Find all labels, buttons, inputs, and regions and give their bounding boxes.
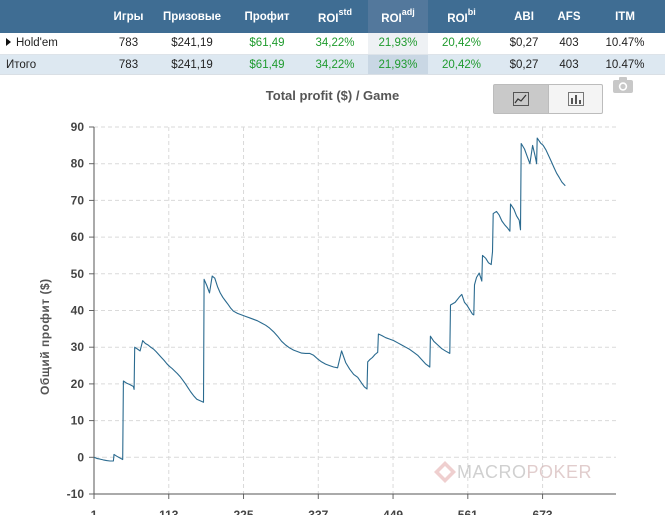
x-tick-label: 225 — [234, 508, 254, 515]
row-name-cell[interactable]: Hold'em — [0, 33, 105, 55]
bar-chart-toggle[interactable] — [548, 84, 603, 114]
y-tick-label: 60 — [71, 230, 85, 244]
camera-icon — [613, 77, 633, 93]
cell-afs: 403 — [553, 33, 585, 55]
cell-abi: $0,27 — [495, 54, 553, 76]
cell-roi-bi: 20,42% — [428, 54, 495, 76]
y-tick-label: 30 — [71, 340, 85, 354]
expand-triangle-icon[interactable] — [6, 38, 11, 47]
header-prize[interactable]: Призовые — [162, 10, 222, 23]
header-roi-bi[interactable]: ROIbi — [447, 6, 476, 25]
header-games[interactable]: Игры — [113, 10, 144, 23]
y-axis-label-wrap: Общий профит ($) — [38, 278, 52, 395]
profit-series-line — [93, 137, 566, 462]
header-itm[interactable]: ITM — [615, 10, 635, 23]
watermark-text-2: POKER — [526, 461, 593, 482]
profit-line-chart: -10 0 10 20 30 40 50 60 70 80 90 1 113 225 337 449 561 67… — [67, 120, 616, 515]
cell-prize: $241,19 — [152, 33, 232, 55]
x-tick-label: 1 — [91, 508, 98, 515]
y-tick-label: 50 — [71, 267, 85, 281]
y-tick-label: 40 — [71, 304, 85, 318]
header-roi-std[interactable]: ROIstd — [318, 6, 352, 25]
y-tick-label: 20 — [71, 377, 85, 391]
cell-roi-adj: 21,93% — [368, 33, 428, 55]
y-axis-label: Общий профит ($) — [38, 278, 52, 395]
cell-games: 783 — [105, 33, 152, 55]
x-tick-label: 561 — [458, 508, 478, 515]
macropoker-watermark: MACROPOKER — [433, 460, 592, 484]
table-row[interactable]: Hold'em 783 $241,19 $61,49 34,22% 21,93%… — [0, 33, 665, 55]
cell-abi: $0,27 — [495, 33, 553, 55]
y-tick-label: 10 — [71, 414, 85, 428]
header-name — [0, 0, 105, 33]
cell-profit: $61,49 — [232, 54, 302, 76]
x-tick-label: 337 — [308, 508, 328, 515]
bar-chart-icon — [567, 92, 584, 106]
cell-roi-std: 34,22% — [302, 33, 368, 55]
watermark-text-1: MACRO — [457, 461, 527, 482]
cell-roi-std: 34,22% — [302, 54, 368, 76]
header-afs[interactable]: AFS — [557, 10, 581, 23]
y-tick-label: 70 — [71, 193, 85, 207]
header-abi[interactable]: ABI — [514, 10, 534, 23]
line-chart-icon — [513, 92, 529, 106]
table-header-row: Игры Призовые Профит ROIstd ROIadj ROIbi… — [0, 0, 665, 33]
header-profit[interactable]: Профит — [244, 10, 290, 23]
x-tick-label: 449 — [383, 508, 403, 515]
macropoker-logo-icon — [434, 461, 456, 483]
cell-roi-bi: 20,42% — [428, 33, 495, 55]
chart-panel: Total profit ($) / Game -10 0 10 20 30 40 50 60… — [0, 74, 665, 515]
header-roi-adj[interactable]: ROIadj — [368, 0, 428, 33]
cell-itm: 10.47% — [585, 54, 665, 76]
cell-profit: $61,49 — [232, 33, 302, 55]
cell-prize: $241,19 — [152, 54, 232, 76]
y-tick-label: 80 — [71, 157, 85, 171]
chart-title: Total profit ($) / Game — [265, 88, 400, 103]
x-tick-label: 113 — [159, 508, 179, 515]
y-tick-label: -10 — [67, 487, 85, 501]
row-name-cell: Итого — [0, 54, 105, 76]
export-camera-button[interactable] — [612, 75, 634, 95]
x-tick-label: 673 — [533, 508, 553, 515]
y-tick-label: 90 — [71, 120, 85, 134]
cell-roi-adj: 21,93% — [368, 54, 428, 76]
y-tick-label: 0 — [77, 450, 84, 464]
cell-games: 783 — [105, 54, 152, 76]
cell-afs: 403 — [553, 54, 585, 76]
cell-itm: 10.47% — [585, 33, 665, 55]
stats-table: Игры Призовые Профит ROIstd ROIadj ROIbi… — [0, 0, 665, 76]
table-row-total: Итого 783 $241,19 $61,49 34,22% 21,93% 2… — [0, 54, 665, 76]
